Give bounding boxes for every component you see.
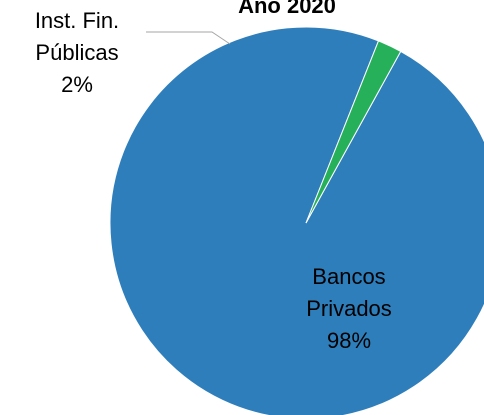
pie-slice-inst-fin-publicas (305, 40, 402, 224)
slice-label-inst-fin-publicas: Inst. Fin. Públicas 2% (35, 8, 119, 97)
pie-slices (109, 26, 484, 415)
chart-title: Año 2020 (238, 0, 336, 18)
slice-label-bancos-privados: Bancos Privados 98% (306, 264, 392, 353)
slice-label-line: Privados (306, 296, 392, 321)
pie-slice-bancos-privados (109, 26, 484, 415)
slice-label-line: Públicas (35, 40, 118, 65)
slice-value-label: 2% (61, 72, 93, 97)
leader-line-inst-fin-publicas (146, 31, 231, 45)
slice-label-line: Inst. Fin. (35, 8, 119, 33)
slice-labels: Bancos Privados 98% Inst. Fin. Públicas 2% (35, 8, 392, 353)
slice-value-label: 98% (327, 328, 371, 353)
slice-label-line: Bancos (312, 264, 385, 289)
